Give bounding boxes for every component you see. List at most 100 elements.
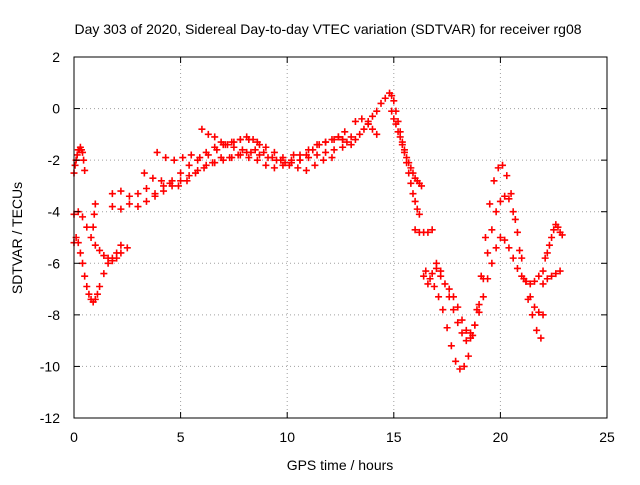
- series-track-t: [539, 267, 564, 288]
- data-point: [339, 143, 347, 151]
- data-point: [456, 365, 464, 373]
- data-point: [541, 254, 549, 262]
- data-point: [388, 107, 396, 115]
- data-point: [196, 154, 204, 162]
- data-point: [108, 257, 116, 265]
- data-point: [264, 154, 272, 162]
- x-tick-label: 20: [493, 429, 509, 445]
- data-point: [501, 236, 509, 244]
- series-track-n: [388, 107, 426, 190]
- data-point: [204, 151, 212, 159]
- data-point: [322, 138, 330, 146]
- data-point: [262, 143, 270, 151]
- data-point: [290, 151, 298, 159]
- data-point: [556, 267, 564, 275]
- data-point: [505, 244, 513, 252]
- data-point: [255, 151, 263, 159]
- data-point: [224, 141, 232, 149]
- data-point: [185, 161, 193, 169]
- data-point: [356, 130, 364, 138]
- data-point: [125, 192, 133, 200]
- data-point: [170, 156, 178, 164]
- data-point: [439, 306, 447, 314]
- data-point: [341, 128, 349, 136]
- data-point: [539, 267, 547, 275]
- data-point: [104, 254, 112, 262]
- data-point: [87, 234, 95, 241]
- series-track-j: [296, 128, 349, 164]
- data-point: [71, 161, 79, 169]
- data-point: [499, 161, 507, 169]
- data-point: [526, 280, 534, 288]
- data-point: [83, 282, 91, 290]
- data-point: [407, 164, 415, 172]
- data-point: [249, 136, 257, 144]
- data-point: [409, 190, 417, 198]
- data-point: [522, 277, 530, 285]
- y-tick-label: 2: [52, 49, 60, 65]
- data-point: [177, 169, 185, 177]
- data-point: [253, 156, 261, 164]
- data-point: [153, 148, 161, 156]
- data-point: [347, 141, 355, 149]
- y-tick-label: -2: [48, 152, 61, 168]
- data-point: [488, 226, 496, 234]
- data-point: [443, 324, 451, 332]
- data-point: [236, 136, 244, 144]
- data-point: [322, 148, 330, 156]
- series-track-c: [70, 208, 131, 265]
- data-point: [398, 141, 406, 149]
- data-point: [296, 156, 304, 164]
- data-point: [435, 293, 443, 301]
- data-point: [531, 277, 539, 285]
- data-point: [351, 136, 359, 144]
- series-track-f: [108, 143, 347, 213]
- data-point: [518, 254, 526, 262]
- data-point: [381, 94, 389, 102]
- data-point: [373, 107, 381, 115]
- data-point: [351, 117, 359, 125]
- data-point: [140, 169, 148, 177]
- y-tick-label: -4: [48, 204, 61, 220]
- data-point: [411, 197, 419, 205]
- data-point: [467, 329, 475, 337]
- data-point: [426, 275, 434, 283]
- data-point: [117, 249, 125, 257]
- data-point: [548, 234, 556, 241]
- data-point: [539, 311, 547, 319]
- data-point: [217, 138, 225, 146]
- data-point: [125, 200, 133, 208]
- series-track-e: [108, 133, 355, 200]
- x-tick-label: 10: [279, 429, 295, 445]
- data-point: [484, 249, 492, 257]
- data-point: [437, 272, 445, 280]
- data-point: [511, 215, 519, 223]
- data-point: [200, 164, 208, 172]
- data-points: [70, 89, 566, 373]
- data-point: [484, 275, 492, 283]
- data-point: [535, 308, 543, 316]
- data-point: [526, 293, 534, 301]
- data-point: [243, 133, 251, 141]
- data-point: [281, 159, 289, 167]
- data-point: [373, 130, 381, 138]
- data-point: [339, 136, 347, 144]
- data-point: [452, 357, 460, 365]
- data-point: [407, 179, 415, 187]
- series-track-o: [411, 226, 436, 236]
- data-point: [251, 146, 259, 154]
- data-point: [245, 154, 253, 162]
- data-point: [428, 226, 436, 234]
- data-point: [211, 133, 219, 141]
- data-point: [302, 166, 310, 174]
- x-tick-label: 15: [386, 429, 402, 445]
- axis-ticks: [73, 56, 608, 419]
- data-point: [162, 154, 170, 162]
- data-point: [368, 125, 376, 133]
- data-point: [255, 141, 263, 149]
- data-point: [475, 308, 483, 316]
- data-point: [409, 169, 417, 177]
- data-point: [183, 177, 191, 185]
- data-point: [91, 200, 99, 208]
- data-point: [464, 352, 472, 360]
